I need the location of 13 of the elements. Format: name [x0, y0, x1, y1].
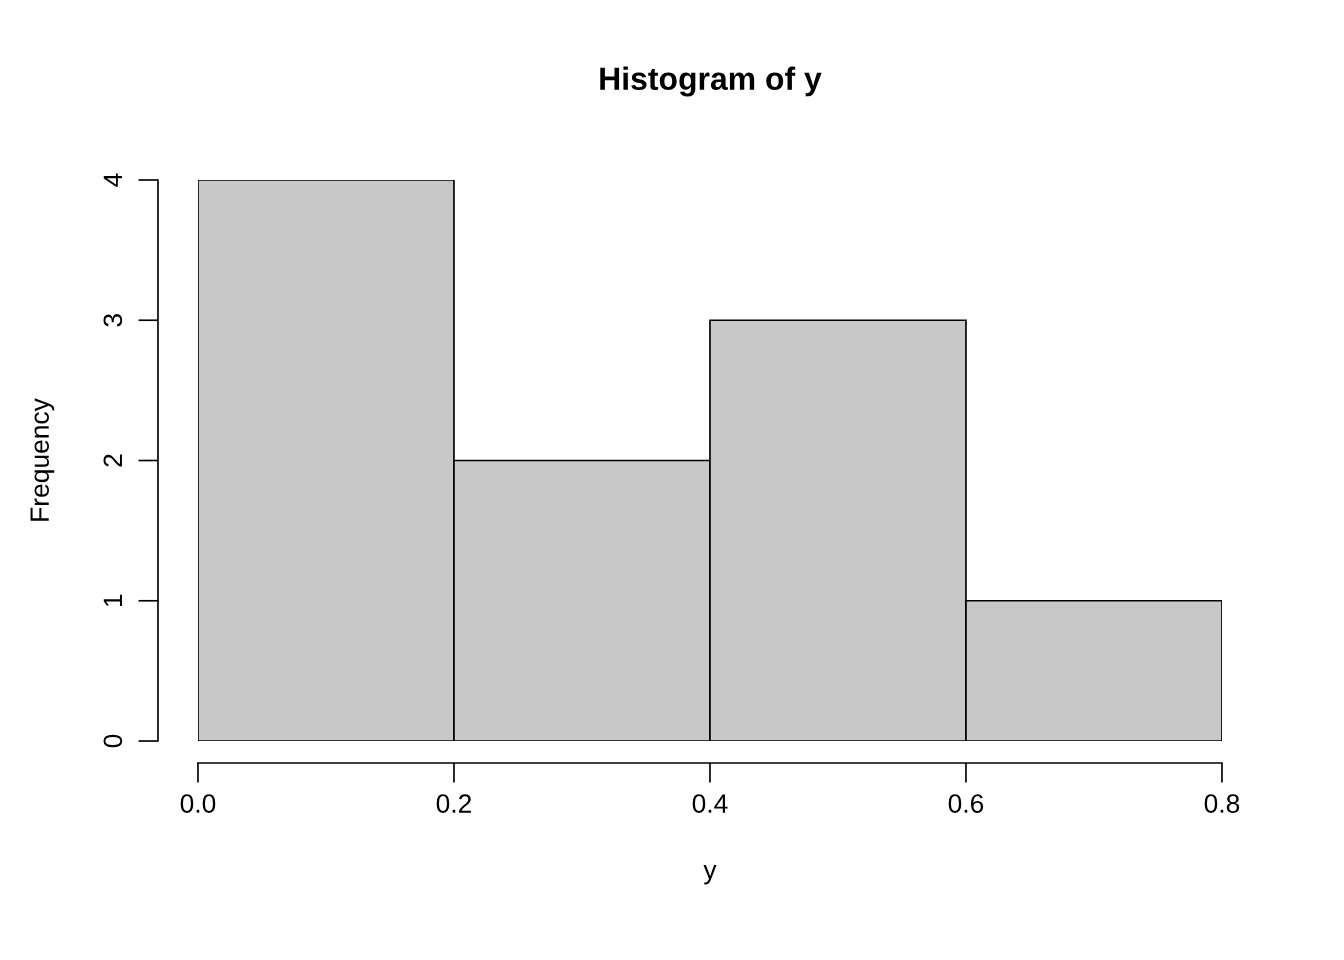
y-axis-title: Frequency [30, 398, 55, 521]
y-tick-label: 2 [103, 454, 122, 467]
x-axis-title: y [703, 864, 717, 885]
x-tick-label: 0.8 [1204, 794, 1240, 813]
x-tick-label: 0.0 [180, 794, 216, 813]
y-tick-label: 1 [103, 594, 122, 607]
y-tick-label: 3 [103, 314, 123, 327]
chart-title: Histogram of y [600, 66, 822, 97]
y-tick-label: 0 [103, 734, 123, 748]
x-tick-label: 0.2 [436, 794, 471, 813]
x-tick-label: 0.6 [948, 794, 984, 813]
y-tick-label: 4 [103, 173, 122, 187]
x-tick-label: 0.4 [692, 794, 728, 813]
